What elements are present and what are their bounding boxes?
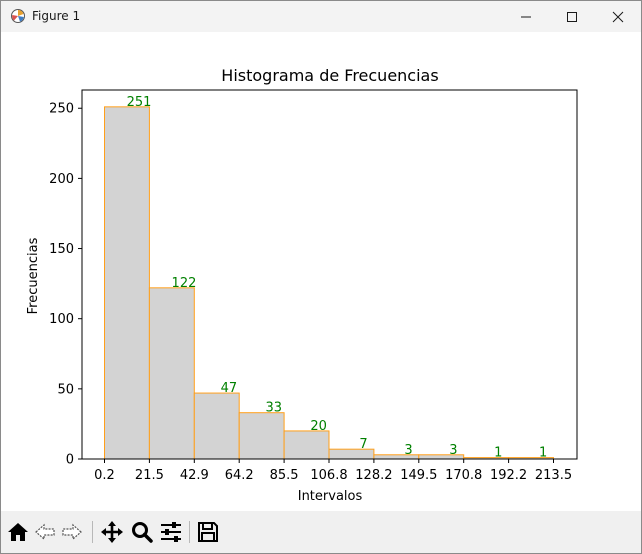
bar-value-label: 7 — [359, 437, 367, 452]
x-tick-label: 192.2 — [490, 468, 527, 483]
close-icon — [612, 11, 624, 23]
x-tick-label: 106.8 — [310, 468, 347, 483]
y-tick-label: 100 — [49, 312, 74, 327]
zoom-magnifier-icon — [132, 522, 153, 543]
back-button[interactable] — [32, 519, 58, 545]
y-axis-label: Frecuencias — [26, 237, 41, 314]
back-arrow-icon — [35, 523, 55, 541]
home-button[interactable] — [5, 519, 31, 545]
maximize-button[interactable] — [549, 1, 595, 32]
minimize-icon — [521, 16, 531, 18]
maximize-icon — [567, 12, 577, 22]
bars-layer — [104, 106, 555, 460]
y-tick-label: 200 — [49, 172, 74, 187]
histogram-bar — [193, 392, 240, 460]
bar-value-label: 3 — [449, 443, 457, 458]
bar-value-label: 1 — [539, 446, 547, 461]
title-bar[interactable]: Figure 1 — [1, 1, 641, 32]
bar-value-label: 33 — [265, 401, 282, 416]
plot-frame — [81, 89, 578, 460]
home-icon — [8, 523, 28, 541]
configure-subplots-icon — [161, 522, 181, 542]
x-tick-label: 64.2 — [225, 468, 254, 483]
forward-button[interactable] — [59, 519, 85, 545]
bar-value-label: 1 — [494, 446, 502, 461]
matplotlib-figure-icon — [10, 8, 26, 24]
histogram-chart: Histograma de Frecuencias Frecuencias In… — [26, 66, 578, 504]
y-tick-label: 250 — [49, 102, 74, 117]
bar-value-label: 47 — [221, 381, 238, 396]
y-tick-label: 150 — [49, 242, 74, 257]
histogram-bar — [238, 412, 285, 460]
histogram-bar — [148, 287, 195, 460]
configure-subplots-button[interactable] — [158, 519, 184, 545]
chart-title: Histograma de Frecuencias — [221, 66, 438, 85]
bar-value-label: 251 — [127, 95, 152, 110]
x-tick-label: 149.5 — [400, 468, 437, 483]
y-tick-label: 50 — [57, 382, 74, 397]
x-tick-label: 42.9 — [180, 468, 209, 483]
forward-arrow-icon — [62, 523, 82, 541]
toolbar-separator — [189, 521, 190, 543]
pan-move-icon — [101, 521, 123, 543]
x-tick-label: 128.2 — [355, 468, 392, 483]
close-button[interactable] — [595, 1, 641, 32]
x-tick-label: 21.5 — [135, 468, 164, 483]
axis-ticks: 0.2 21.5 42.9 64.2 85.5 106.8 128.2 149.5 170.8 1… — [49, 102, 572, 483]
bar-value-label: 122 — [172, 276, 197, 291]
histogram-bar — [104, 106, 150, 460]
x-tick-label: 85.5 — [270, 468, 299, 483]
histogram-bar — [283, 430, 330, 460]
y-tick-label: 0 — [66, 453, 74, 468]
pan-button[interactable] — [99, 519, 125, 545]
toolbar-separator — [92, 521, 93, 543]
window-title: Figure 1 — [32, 9, 81, 23]
x-tick-label: 213.5 — [535, 468, 572, 483]
x-tick-label: 0.2 — [94, 468, 115, 483]
figure-canvas[interactable]: Histograma de Frecuencias Frecuencias In… — [1, 32, 641, 511]
minimize-button[interactable] — [503, 1, 549, 32]
save-floppy-icon — [198, 522, 218, 542]
zoom-button[interactable] — [129, 519, 155, 545]
navigation-toolbar — [1, 511, 641, 553]
x-tick-label: 170.8 — [445, 468, 482, 483]
x-axis-label: Intervalos — [298, 489, 363, 504]
bar-value-label: 3 — [404, 443, 412, 458]
bar-value-label: 20 — [310, 419, 327, 434]
save-button[interactable] — [195, 519, 221, 545]
